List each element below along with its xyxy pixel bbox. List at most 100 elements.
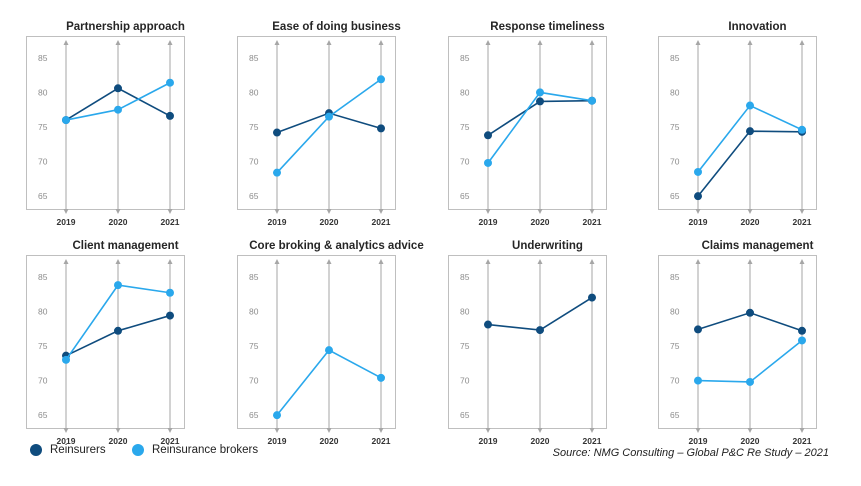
chart-panel-response-timeliness: Response timeliness 2019 2020 2021 65 70 75 80 8…: [448, 20, 647, 230]
chart-plot: 2019 2020 2021 65 70 75 80 85: [658, 36, 817, 227]
arrow-up-icon: [63, 259, 69, 264]
arrow-up-icon: [378, 40, 384, 45]
chart-panel-core-broking-and-analytics-advice: Core broking & analytics advice 2019 2020 2…: [237, 239, 436, 449]
plot-frame: [26, 36, 185, 210]
y-tick-label: 75: [249, 341, 259, 351]
plot-frame: [448, 36, 607, 210]
arrow-down-icon: [63, 209, 69, 214]
y-tick-label: 75: [38, 122, 48, 132]
arrow-down-icon: [167, 428, 173, 433]
x-tick-label: 2020: [109, 436, 128, 446]
y-tick-label: 75: [460, 122, 470, 132]
arrow-down-icon: [747, 209, 753, 214]
data-point-reinsurers-2020: [536, 97, 544, 106]
arrow-down-icon: [799, 428, 805, 433]
data-point-reinsurance-brokers-2021: [166, 288, 174, 297]
data-point-reinsurance-brokers-2020: [746, 377, 754, 386]
arrow-down-icon: [537, 428, 543, 433]
x-tick-label: 2020: [320, 217, 339, 227]
y-tick-label: 85: [460, 272, 470, 282]
data-point-reinsurers-2020: [114, 84, 122, 93]
data-point-reinsurers-2020: [746, 308, 754, 317]
x-tick-label: 2021: [793, 436, 812, 446]
x-tick-label: 2019: [268, 217, 287, 227]
arrow-down-icon: [695, 209, 701, 214]
x-tick-label: 2020: [741, 217, 760, 227]
arrow-up-icon: [747, 259, 753, 264]
y-tick-label: 75: [249, 122, 259, 132]
arrow-up-icon: [799, 40, 805, 45]
arrow-up-icon: [589, 40, 595, 45]
y-tick-label: 70: [249, 157, 259, 167]
small-multiples-grid: Partnership approach 2019 2020 2021 65 70 75 80…: [26, 20, 857, 446]
legend-swatch-reinsurers: [30, 444, 42, 456]
chart-title: Underwriting: [512, 240, 583, 252]
x-tick-label: 2021: [161, 217, 180, 227]
x-tick-label: 2021: [372, 217, 391, 227]
data-point-reinsurance-brokers-2019: [694, 376, 702, 385]
arrow-up-icon: [378, 259, 384, 264]
arrow-up-icon: [747, 40, 753, 45]
y-tick-label: 65: [38, 410, 48, 420]
arrow-down-icon: [589, 209, 595, 214]
chart-plot: 2019 2020 2021 65 70 75 80 85: [658, 255, 817, 446]
arrow-down-icon: [485, 428, 491, 433]
y-tick-label: 65: [670, 410, 680, 420]
chart-plot: 2019 2020 2021 65 70 75 80 85: [237, 36, 396, 227]
arrow-up-icon: [485, 259, 491, 264]
legend-item-brokers: Reinsurance brokers: [132, 444, 258, 456]
x-tick-label: 2019: [479, 436, 498, 446]
arrow-down-icon: [63, 428, 69, 433]
arrow-up-icon: [695, 40, 701, 45]
arrow-up-icon: [326, 40, 332, 45]
x-tick-label: 2019: [479, 217, 498, 227]
chart-panel-innovation: Innovation 2019 2020 2021 65 70 75 80 85: [658, 20, 857, 230]
arrow-down-icon: [326, 428, 332, 433]
data-point-reinsurance-brokers-2019: [273, 411, 281, 420]
data-point-reinsurers-2021: [166, 111, 174, 120]
chart-title: Partnership approach: [66, 21, 185, 33]
x-tick-label: 2019: [57, 436, 76, 446]
plot-frame: [237, 36, 396, 210]
data-point-reinsurance-brokers-2019: [273, 168, 281, 177]
arrow-down-icon: [589, 428, 595, 433]
arrow-down-icon: [485, 209, 491, 214]
x-tick-label: 2020: [531, 217, 550, 227]
x-tick-label: 2019: [689, 436, 708, 446]
chart-title: Innovation: [728, 21, 787, 33]
plot-frame: [26, 255, 185, 429]
x-tick-label: 2020: [320, 436, 339, 446]
y-tick-label: 80: [38, 87, 48, 97]
y-tick-label: 80: [249, 87, 259, 97]
data-point-reinsurance-brokers-2019: [694, 167, 702, 176]
chart-panel-partnership-approach: Partnership approach 2019 2020 2021 65 70 75 80…: [26, 20, 225, 230]
data-point-reinsurance-brokers-2020: [325, 112, 333, 121]
data-point-reinsurers-2020: [114, 326, 122, 335]
arrow-up-icon: [485, 40, 491, 45]
y-tick-label: 75: [670, 122, 680, 132]
arrow-up-icon: [167, 40, 173, 45]
y-tick-label: 75: [670, 341, 680, 351]
chart-plot: 2019 2020 2021 65 70 75 80 85: [448, 36, 607, 227]
legend-swatch-brokers: [132, 444, 144, 456]
arrow-down-icon: [799, 209, 805, 214]
arrow-up-icon: [799, 259, 805, 264]
data-point-reinsurers-2021: [166, 311, 174, 320]
y-tick-label: 65: [249, 191, 259, 201]
y-tick-label: 80: [249, 306, 259, 316]
arrow-down-icon: [747, 428, 753, 433]
arrow-down-icon: [378, 209, 384, 214]
data-point-reinsurance-brokers-2021: [798, 336, 806, 345]
y-tick-label: 70: [460, 376, 470, 386]
chart-plot: 2019 2020 2021 65 70 75 80 85: [26, 36, 185, 227]
plot-frame: [448, 255, 607, 429]
source-note: Source: NMG Consulting – Global P&C Re S…: [552, 447, 829, 459]
chart-plot: 2019 2020 2021 65 70 75 80 85: [26, 255, 185, 446]
data-point-reinsurers-2019: [694, 325, 702, 334]
data-point-reinsurers-2019: [484, 131, 492, 140]
chart-plot: 2019 2020 2021 65 70 75 80 85: [237, 255, 396, 446]
chart-title: Ease of doing business: [272, 21, 401, 33]
arrow-down-icon: [274, 428, 280, 433]
x-tick-label: 2021: [793, 217, 812, 227]
arrow-up-icon: [63, 40, 69, 45]
